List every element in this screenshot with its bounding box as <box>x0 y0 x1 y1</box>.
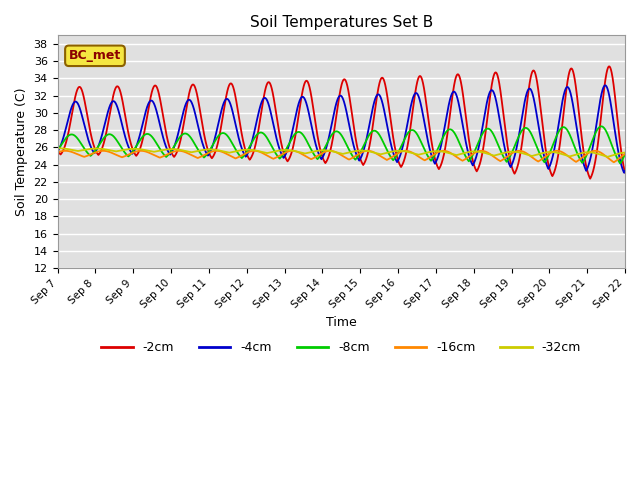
-32cm <box>468 149 476 155</box>
-16cm <box>323 149 330 155</box>
-2cm <box>605 63 613 69</box>
-4cm <box>54 149 61 155</box>
-8cm <box>468 153 476 159</box>
-4cm <box>246 144 254 150</box>
-2cm <box>590 164 598 169</box>
Line: -4cm: -4cm <box>58 85 625 173</box>
-32cm <box>323 147 330 153</box>
-8cm <box>484 126 492 132</box>
-2cm <box>621 169 629 175</box>
-32cm <box>597 152 605 158</box>
-8cm <box>597 123 605 129</box>
-32cm <box>590 150 598 156</box>
Line: -2cm: -2cm <box>58 66 625 179</box>
-2cm <box>468 156 476 162</box>
-4cm <box>484 94 492 99</box>
-8cm <box>54 147 61 153</box>
Y-axis label: Soil Temperature (C): Soil Temperature (C) <box>15 87 28 216</box>
Line: -16cm: -16cm <box>58 151 625 162</box>
-16cm <box>54 149 61 155</box>
-8cm <box>590 133 598 139</box>
-4cm <box>602 83 609 88</box>
-4cm <box>323 145 330 151</box>
-2cm <box>597 112 605 118</box>
-4cm <box>620 170 628 176</box>
-16cm <box>468 151 476 157</box>
-4cm <box>621 168 629 174</box>
-16cm <box>590 148 598 154</box>
Text: BC_met: BC_met <box>69 49 121 62</box>
-32cm <box>484 151 492 157</box>
Title: Soil Temperatures Set B: Soil Temperatures Set B <box>250 15 433 30</box>
Legend: -2cm, -4cm, -8cm, -16cm, -32cm: -2cm, -4cm, -8cm, -16cm, -32cm <box>97 336 586 360</box>
-16cm <box>621 151 629 157</box>
-16cm <box>597 150 605 156</box>
-32cm <box>54 145 61 151</box>
-4cm <box>597 93 605 98</box>
-8cm <box>246 143 254 148</box>
-4cm <box>468 162 476 168</box>
X-axis label: Time: Time <box>326 316 356 329</box>
-8cm <box>616 160 624 166</box>
-2cm <box>323 159 330 165</box>
-2cm <box>54 146 61 152</box>
-4cm <box>590 136 598 142</box>
-8cm <box>597 123 605 129</box>
-32cm <box>621 150 629 156</box>
-32cm <box>604 154 611 160</box>
-16cm <box>289 148 296 154</box>
-16cm <box>484 150 492 156</box>
-2cm <box>246 156 254 162</box>
Line: -32cm: -32cm <box>58 148 625 157</box>
-16cm <box>610 159 618 165</box>
-2cm <box>586 176 594 181</box>
-8cm <box>323 142 330 148</box>
-8cm <box>621 151 629 157</box>
-2cm <box>484 108 492 113</box>
-16cm <box>246 148 254 154</box>
Line: -8cm: -8cm <box>58 126 625 163</box>
-32cm <box>246 147 254 153</box>
-32cm <box>55 145 63 151</box>
